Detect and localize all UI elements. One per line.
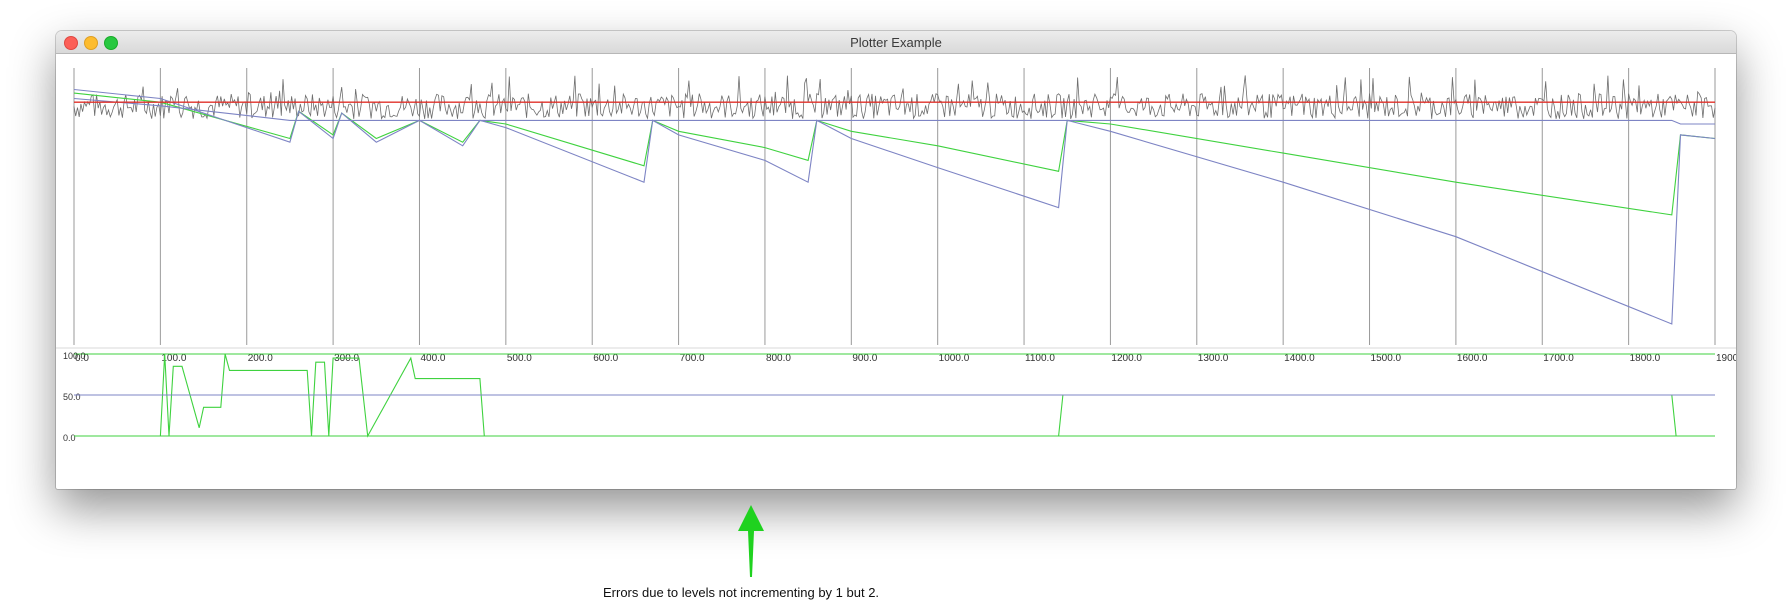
window-title: Plotter Example [850, 35, 942, 50]
x-tick-label: 1100.0 [1025, 353, 1055, 364]
x-tick-label: 1000.0 [939, 353, 970, 364]
x-tick-label: 1300.0 [1198, 353, 1229, 364]
x-tick-label: 1500.0 [1371, 353, 1402, 364]
title-bar[interactable]: Plotter Example [56, 31, 1736, 54]
plot-area: 0.0 100.0 200.0 300.0 400.0 500.0 600.0 700.0 80… [56, 54, 1736, 489]
x-tick-label: 100.0 [161, 353, 186, 364]
x-tick-label: 700.0 [680, 353, 705, 364]
sub-series [74, 353, 1715, 438]
gray-series [73, 75, 1716, 120]
annotation-caption: Errors due to levels not incrementing by… [603, 585, 880, 600]
main-grid [73, 68, 1716, 345]
x-tick-label: 500.0 [507, 353, 532, 364]
up-arrow-icon [738, 505, 764, 577]
plotter-window: Plotter Example 0.0 100.0 200.0 300.0 400.0 5… [56, 31, 1736, 489]
x-tick-label: 600.0 [593, 353, 618, 364]
x-tick-label: 1700.0 [1543, 353, 1574, 364]
x-tick-label: 1600.0 [1457, 353, 1488, 364]
close-button[interactable] [64, 36, 78, 50]
x-tick-label: 0.0 [75, 353, 89, 364]
y-tick-label: 100.0 [63, 351, 86, 361]
main-series [73, 88, 1716, 325]
gray-signal-line [73, 75, 1716, 120]
zoom-button[interactable] [104, 36, 118, 50]
x-tick-label: 1900 [1716, 353, 1736, 364]
y-tick-label: 50.0 [63, 392, 81, 402]
y-axis-ticks: 100.0 50.0 0.0 [63, 351, 86, 443]
blue-flat-line [73, 97, 1715, 125]
x-tick-label: 400.0 [420, 353, 445, 364]
x-tick-label: 900.0 [852, 353, 877, 364]
x-tick-label: 1200.0 [1111, 353, 1142, 364]
plot-canvas: 0.0 100.0 200.0 300.0 400.0 500.0 600.0 700.0 80… [56, 68, 1736, 443]
blue-series-line [73, 88, 1716, 325]
x-tick-label: 800.0 [766, 353, 791, 364]
x-tick-label: 1400.0 [1284, 353, 1315, 364]
minimize-button[interactable] [84, 36, 98, 50]
x-tick-label: 200.0 [248, 353, 273, 364]
sub-green-line [74, 353, 1715, 438]
y-tick-label: 0.0 [63, 433, 76, 443]
green-series-line [73, 92, 1716, 216]
x-tick-label: 1800.0 [1630, 353, 1661, 364]
